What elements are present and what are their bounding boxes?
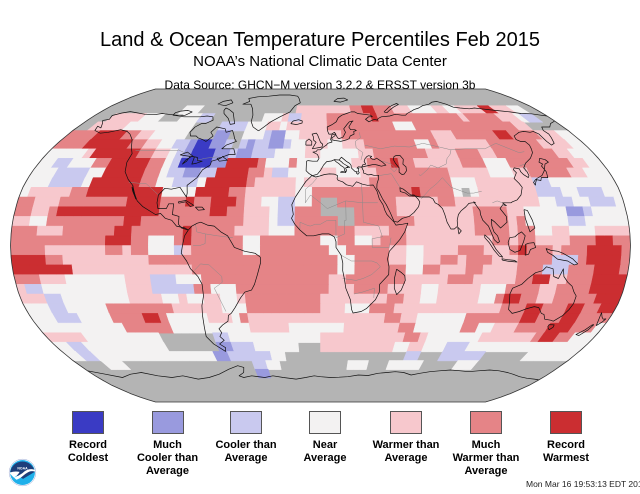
- svg-text:NOAA: NOAA: [17, 467, 28, 471]
